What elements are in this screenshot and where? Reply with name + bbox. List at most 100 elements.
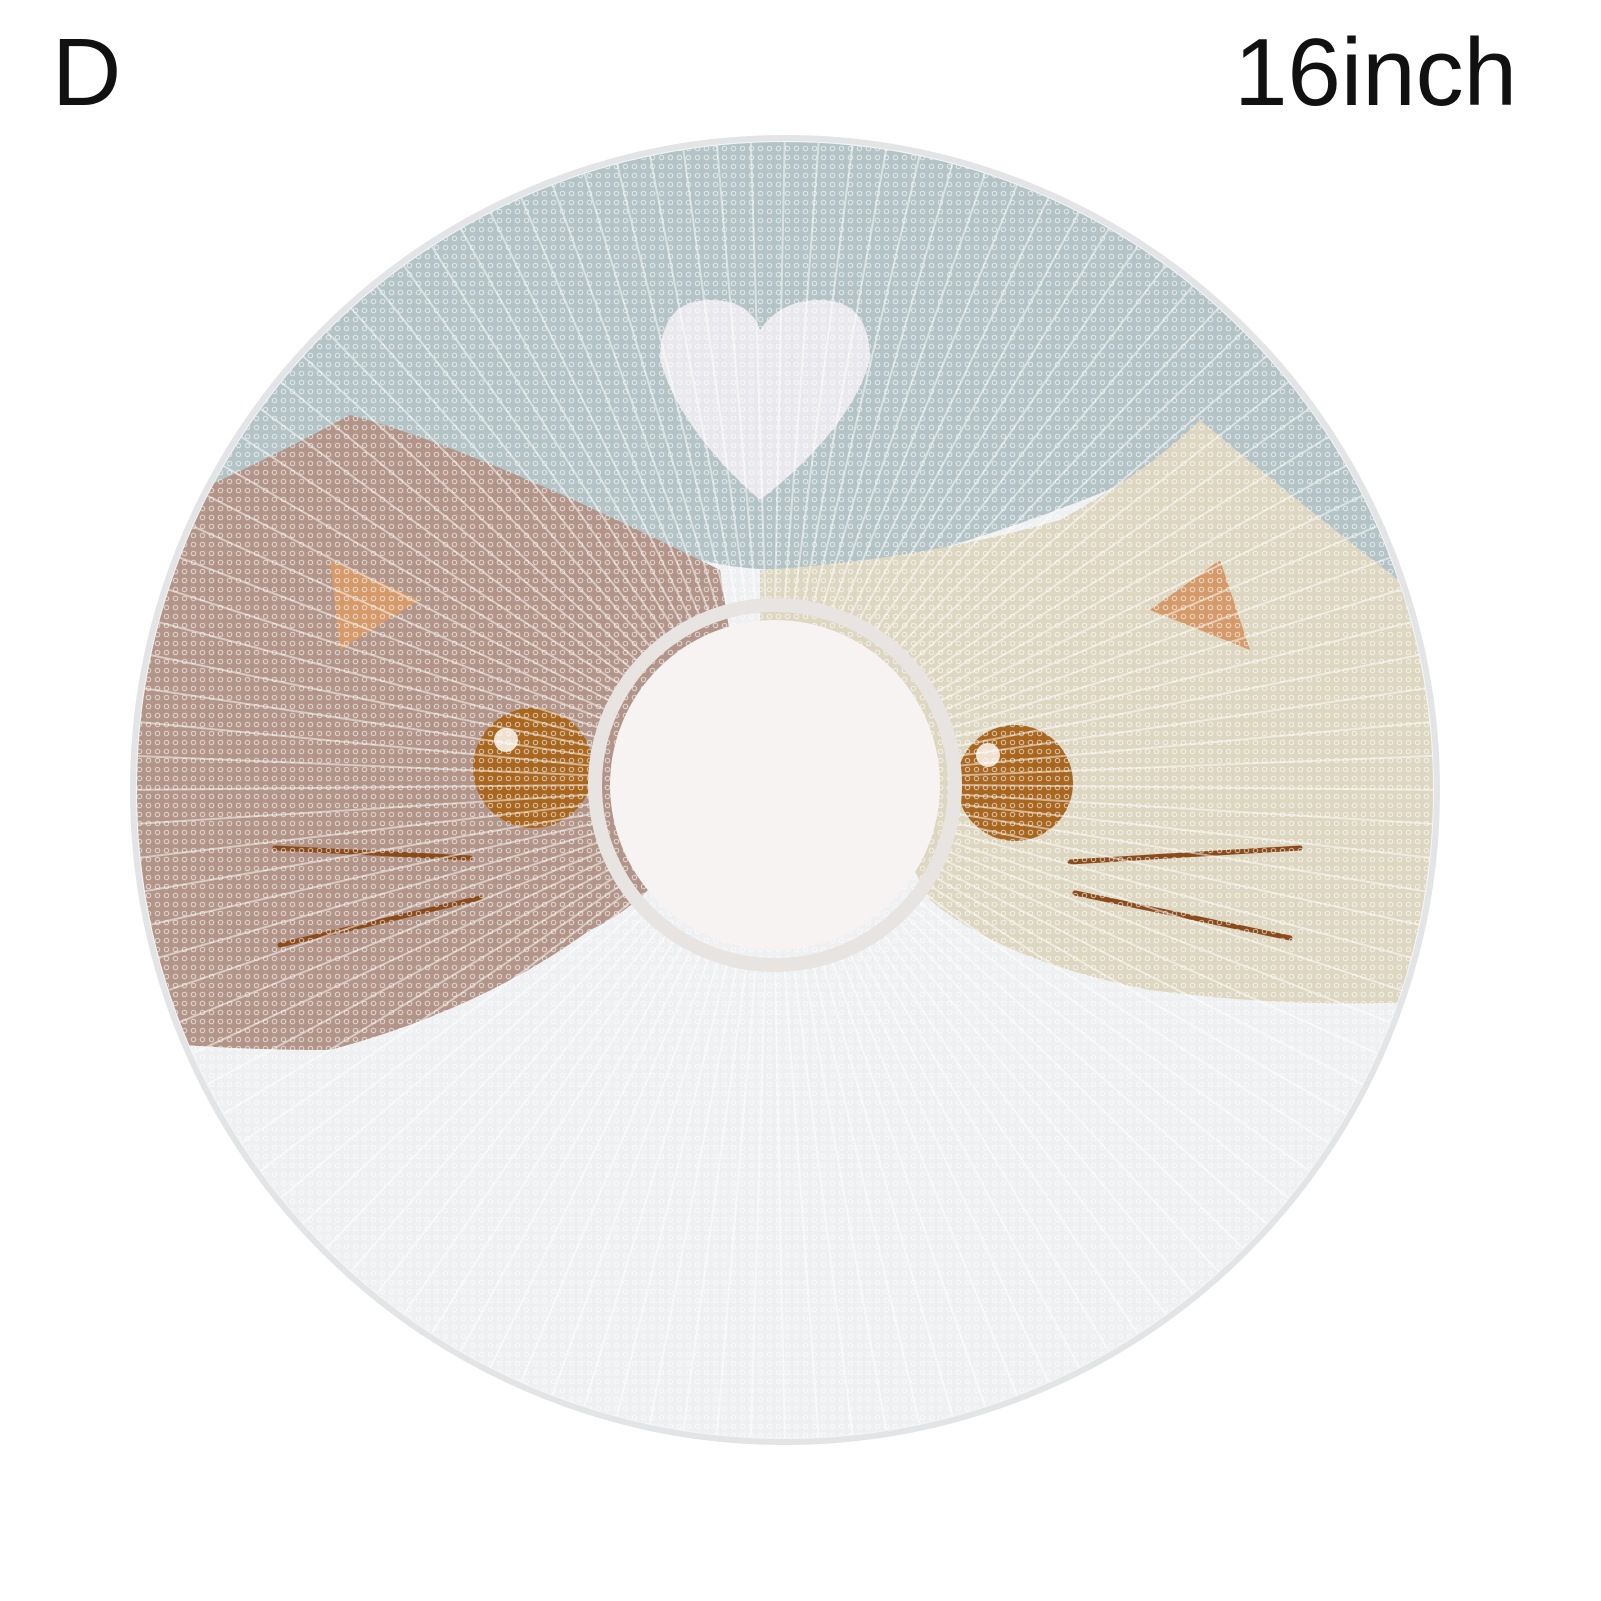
spoke — [858, 201, 1086, 621]
spoke — [849, 186, 1055, 617]
spoke — [918, 373, 1299, 670]
spoke — [882, 934, 1174, 1325]
spoke — [947, 850, 1402, 1028]
spoke — [580, 162, 719, 610]
spoke — [156, 841, 600, 995]
hub — [610, 620, 940, 950]
spoke — [181, 859, 607, 1060]
spoke — [959, 793, 1433, 826]
spoke — [866, 217, 1116, 626]
spoke — [905, 915, 1253, 1258]
spoke — [898, 298, 1228, 649]
spoke — [959, 754, 1433, 777]
spoke — [947, 552, 1402, 720]
spoke — [317, 915, 645, 1258]
spoke — [955, 822, 1431, 929]
spoke — [424, 939, 676, 1345]
spoke — [783, 969, 821, 1438]
spoke — [918, 900, 1299, 1207]
spoke — [646, 965, 738, 1436]
spoke — [212, 459, 616, 694]
spoke — [515, 953, 701, 1394]
spoke — [646, 144, 738, 605]
spoke — [831, 960, 990, 1419]
spoke — [890, 928, 1202, 1304]
spoke — [934, 876, 1358, 1121]
spoke — [802, 967, 890, 1438]
spoke — [168, 850, 603, 1028]
spoke — [905, 322, 1253, 655]
spoke — [793, 968, 855, 1438]
spoke — [484, 949, 692, 1379]
spokes — [137, 142, 1433, 1438]
spoke — [943, 520, 1389, 711]
spoke — [957, 812, 1433, 895]
spoke — [293, 347, 639, 662]
spoke — [547, 957, 710, 1407]
spoke — [831, 161, 990, 610]
spoke — [396, 934, 668, 1325]
spoke — [958, 803, 1433, 860]
spoke — [840, 957, 1023, 1407]
print — [137, 142, 1433, 1438]
spoke — [230, 884, 621, 1151]
spoke — [137, 720, 592, 767]
spoke — [924, 892, 1320, 1179]
spoke — [955, 651, 1431, 748]
spoke — [680, 967, 748, 1438]
spoke — [137, 812, 593, 895]
spoke — [793, 142, 855, 602]
spoke — [368, 928, 660, 1304]
spoke — [911, 908, 1277, 1233]
spoke — [147, 831, 597, 962]
spoke — [250, 401, 626, 678]
spoke — [181, 520, 607, 711]
spoke — [939, 489, 1374, 702]
spoke — [137, 754, 591, 777]
spoke — [840, 173, 1023, 613]
spoke — [874, 235, 1146, 631]
spoke — [958, 720, 1433, 767]
spoke — [147, 618, 597, 739]
spoke — [196, 868, 611, 1091]
spoke — [943, 859, 1389, 1060]
spoke — [929, 429, 1340, 686]
spoke — [866, 944, 1116, 1363]
spoke — [580, 960, 719, 1418]
spoke — [821, 963, 957, 1428]
spoke — [137, 685, 593, 758]
spoke — [849, 953, 1055, 1394]
spoke — [342, 298, 652, 649]
spoke — [774, 969, 786, 1438]
spoke — [230, 429, 621, 686]
spoke — [802, 142, 890, 603]
spoke — [749, 969, 767, 1438]
spoke — [898, 921, 1228, 1282]
spoke — [890, 276, 1202, 642]
spoke — [953, 831, 1423, 962]
spoke — [812, 144, 924, 605]
spoke — [613, 963, 729, 1428]
variant-label: D — [52, 19, 122, 126]
spoke — [271, 900, 632, 1207]
spoke — [950, 841, 1414, 995]
spoke — [317, 322, 645, 655]
spoke — [950, 585, 1413, 729]
spoke — [168, 552, 603, 720]
spoke — [783, 142, 821, 601]
spoke — [368, 276, 660, 642]
spoke — [547, 173, 710, 613]
spoke — [342, 921, 652, 1282]
spoke — [939, 868, 1374, 1091]
spoke — [484, 201, 692, 621]
spoke — [882, 255, 1174, 636]
spoke — [613, 152, 729, 607]
spoke — [250, 892, 626, 1179]
spoke — [454, 944, 684, 1363]
spoke — [874, 939, 1146, 1345]
spoke — [957, 685, 1433, 758]
spoke — [774, 142, 786, 601]
spoke — [934, 459, 1358, 694]
